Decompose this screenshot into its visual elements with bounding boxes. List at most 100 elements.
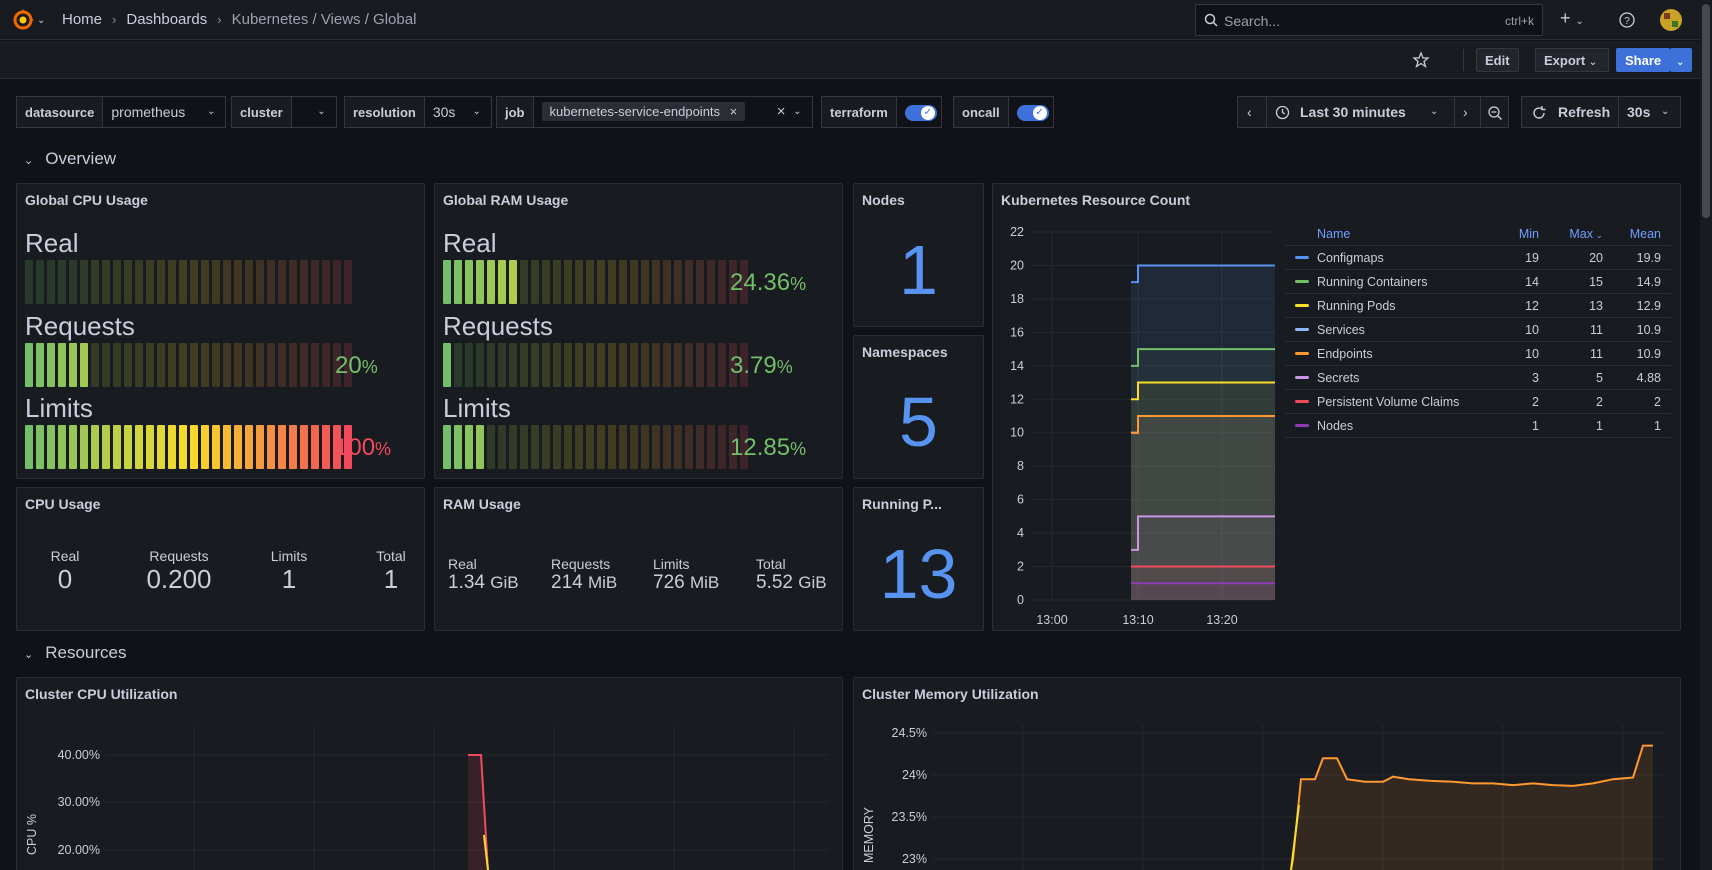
gauge-segment [25,425,33,469]
gauge-segment [47,260,55,304]
legend-row[interactable]: Endpoints 10 11 10.9 [1285,342,1671,366]
gauge-segment [685,343,693,387]
chip-remove-icon[interactable]: × [729,104,738,119]
legend-row[interactable]: Secrets 3 5 4.88 [1285,366,1671,390]
time-range-label[interactable]: Last 30 minutes [1300,104,1406,120]
gauge-segment [575,343,583,387]
add-icon[interactable]: + ⌄ [1560,8,1584,28]
svg-text:?: ? [1624,16,1630,27]
oncall-toggle[interactable] [1016,105,1049,121]
legend-header-max-label: Max [1569,226,1593,241]
gauge-segment [300,343,308,387]
breadcrumb-home[interactable]: Home [62,11,103,28]
legend-mean: 10.9 [1636,346,1661,361]
chevron-down-icon: ⌄ [472,106,481,117]
chevron-down-icon: ⌄ [1430,106,1439,117]
gauge-segment [289,343,297,387]
row-resources[interactable]: ⌄ Resources [24,643,126,663]
time-back-icon[interactable]: ‹ [1247,104,1252,120]
refresh-icon [1533,106,1546,119]
cluster-select[interactable]: ⌄ [291,96,337,128]
legend-row[interactable]: Running Pods 12 13 12.9 [1285,294,1671,318]
legend-header-name[interactable]: Name [1285,227,1475,241]
legend-row[interactable]: Services 10 11 10.9 [1285,318,1671,342]
x-tick-label: 13:10 [1122,613,1153,627]
stat-number: 726 MiB [653,572,719,594]
gauge-segment [696,343,704,387]
legend-row[interactable]: Persistent Volume Claims 2 2 2 [1285,390,1671,414]
gauge-segment [58,343,66,387]
panel-title: Nodes [862,192,905,208]
resolution-select[interactable]: 30s ⌄ [424,96,492,128]
legend-row[interactable]: Configmaps 19 20 19.9 [1285,246,1671,270]
legend-swatch [1295,424,1309,427]
gauge-segment [234,425,242,469]
gauge-segment [124,260,132,304]
stat-label: Real [448,556,477,572]
gauge-segment [718,260,726,304]
share-button[interactable]: Share [1616,48,1671,72]
zoom-out-icon[interactable] [1487,105,1503,121]
legend-row[interactable]: Nodes 1 1 1 [1285,414,1671,438]
gauge-segment [267,425,275,469]
time-picker: ‹ Last 30 minutes ⌄ › [1237,96,1509,128]
chevron-down-icon: ⌄ [24,649,34,661]
time-forward-icon[interactable]: › [1463,104,1468,120]
page-scrollbar[interactable] [1700,0,1712,870]
refresh-interval-select[interactable]: 30s [1627,104,1651,120]
stat-label: Real [50,548,80,564]
help-icon[interactable]: ? [1618,11,1636,29]
gauge-segment [300,260,308,304]
time-divider [1480,97,1481,127]
stat-number: 0.200 [146,564,212,594]
search-input[interactable]: Search... ctrl+k [1195,4,1543,36]
gauge-segment [212,260,220,304]
legend-header-mean[interactable]: Mean [1629,226,1661,241]
breadcrumb: Home › Dashboards › Kubernetes / Views /… [62,11,416,28]
variable-label: oncall [953,96,1009,128]
menu-chevron-icon[interactable]: ⌄ [37,15,46,26]
gauge-value-real: 24.36% [730,269,806,297]
stat-unit: MiB [689,573,720,592]
clear-icon[interactable]: × [776,103,786,120]
job-chip: kubernetes-service-endpoints × [541,102,746,121]
gauge-segment [333,260,341,304]
gauge-segment [696,260,704,304]
page-scrollbar-thumb[interactable] [1702,4,1710,218]
row-overview[interactable]: ⌄ Overview [24,149,116,169]
y-tick-label: 14 [1010,359,1024,373]
gauge-segment [553,425,561,469]
terraform-toggle[interactable] [904,105,937,121]
breadcrumb-dashboards[interactable]: Dashboards [126,11,208,28]
job-select[interactable]: kubernetes-service-endpoints × × ⌄ [533,96,813,128]
panel-running-pods: Running P... 13 [853,487,984,631]
legend-header-min[interactable]: Min [1518,226,1539,241]
legend-swatch [1295,304,1309,307]
gauge-label-real: Real [25,228,79,258]
user-avatar[interactable] [1660,9,1682,31]
gauge-segment [80,260,88,304]
y-tick-label: 8 [1017,459,1024,473]
gauge-segment [597,343,605,387]
legend-row[interactable]: Running Containers 14 15 14.9 [1285,270,1671,294]
gauge-segment [619,260,627,304]
gauge-segment [663,260,671,304]
x-tick-label: 13:00 [1036,613,1067,627]
variable-label: job [496,96,534,128]
gauge-segment [531,343,539,387]
series-line-secrets [1131,515,1275,551]
export-button[interactable]: Export ⌄ [1535,48,1609,72]
legend-max: 15 [1589,274,1603,289]
legend-series-name: Services [1285,323,1475,337]
datasource-select[interactable]: prometheus ⌄ [103,96,227,128]
star-icon[interactable] [1412,51,1430,69]
edit-button[interactable]: Edit [1476,48,1519,72]
y-tick-label: 16 [1010,325,1024,339]
gauge-segment [256,343,264,387]
share-menu-button[interactable]: ⌄ [1670,48,1692,72]
legend-header-max[interactable]: Max ⌄ [1539,227,1603,241]
gauge-segment [509,260,517,304]
grafana-logo-icon[interactable] [11,8,35,35]
refresh-button[interactable]: Refresh [1558,104,1611,120]
gauge-segment [509,343,517,387]
